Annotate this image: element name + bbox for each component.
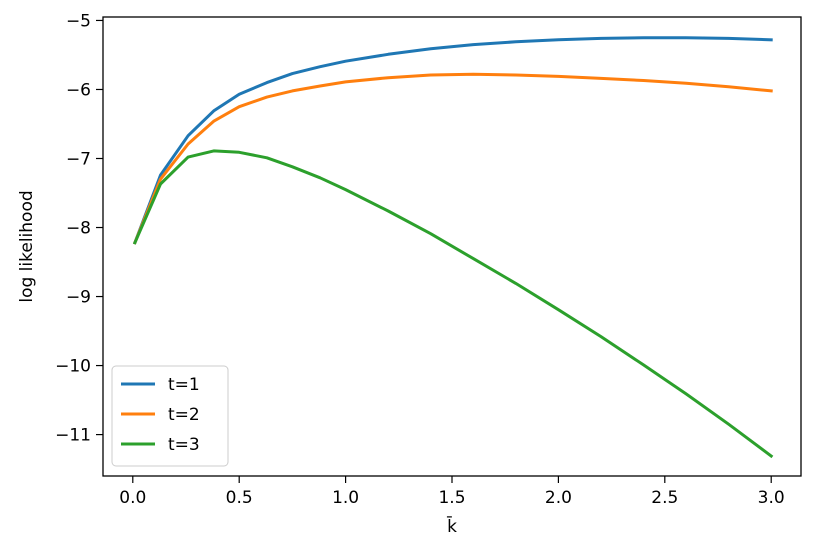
x-tick-label: 2.0 (545, 488, 572, 508)
legend-label-3: t=3 (168, 435, 200, 455)
axes: 0.0 0.5 1.0 1.5 2.0 2.5 3.0 −5 −6 −7 −8 −9 −10 −11 (55, 11, 802, 508)
x-tick-label: 1.0 (332, 488, 359, 508)
plot-area (132, 36, 774, 459)
series-line-3 (132, 149, 774, 459)
x-tick-label: 2.5 (651, 488, 678, 508)
legend-box (111, 365, 229, 467)
x-tick-label: 1.5 (438, 488, 465, 508)
series-line-1 (132, 36, 773, 245)
x-tick-label: 0.0 (119, 488, 146, 508)
y-tick-label: −5 (66, 11, 91, 31)
y-tick-label: −9 (66, 288, 91, 308)
legend: t=1 t=2 t=3 (111, 365, 229, 467)
y-tick-label: −8 (66, 219, 91, 239)
y-tick-label: −10 (55, 357, 91, 377)
series-line-2 (132, 72, 773, 245)
legend-label-1: t=1 (168, 375, 200, 395)
y-tick-label: −6 (66, 80, 91, 100)
x-axis-label: k̄ (447, 515, 457, 537)
y-tick-label: −7 (66, 149, 91, 169)
x-tick-label: 3.0 (758, 488, 785, 508)
y-axis-label: log likelihood (17, 190, 37, 302)
legend-label-2: t=2 (168, 405, 200, 425)
y-tick-label: −11 (55, 426, 91, 446)
x-tick-label: 0.5 (226, 488, 253, 508)
